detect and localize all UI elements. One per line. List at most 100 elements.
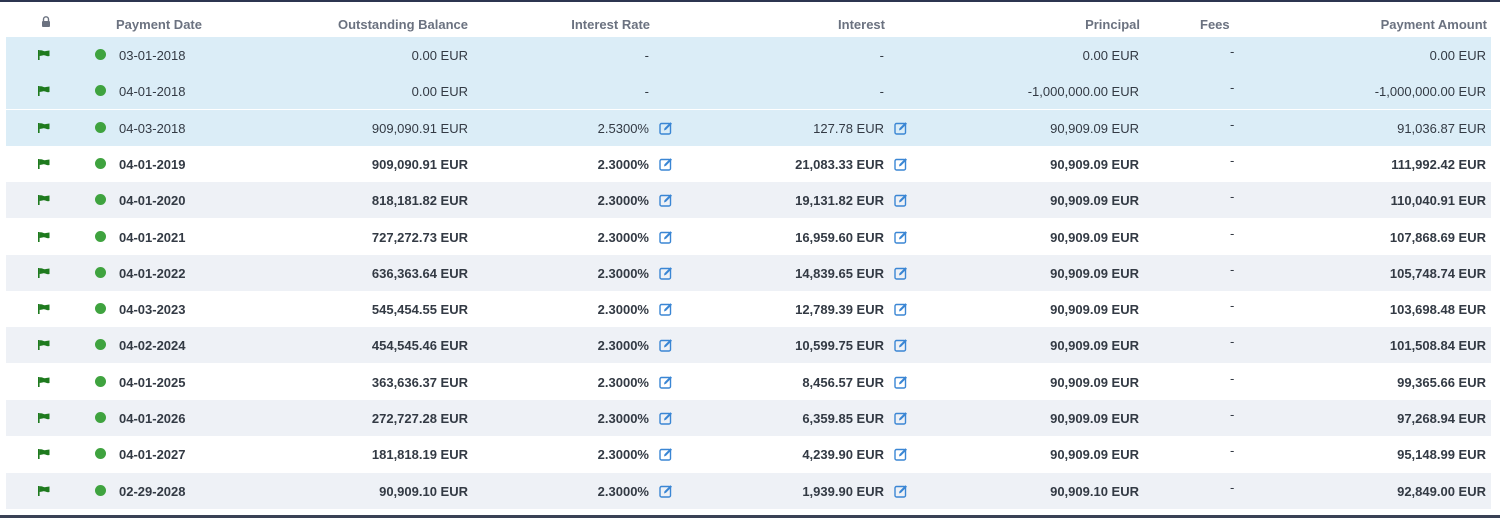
table-row[interactable]: 03-01-2018 0.00 EUR - - 0.00 EUR - 0.00 EUR	[6, 37, 1491, 73]
flag-icon[interactable]	[38, 304, 50, 315]
interest: 6,359.85 EUR	[802, 411, 884, 426]
fees: -	[1230, 334, 1235, 350]
payment-amount: 92,849.00 EUR	[1397, 483, 1486, 499]
table-row[interactable]: 04-02-2024 454,545.46 EUR 2.3000% 10,599.75…	[6, 327, 1491, 364]
status-dot	[95, 375, 106, 387]
flag-icon[interactable]	[38, 449, 50, 460]
header-payment-date[interactable]: Payment Date	[116, 17, 202, 32]
edit-icon[interactable]	[894, 193, 908, 207]
interest: -	[879, 84, 884, 100]
edit-icon[interactable]	[894, 484, 908, 498]
payment-date: 04-03-2018	[119, 120, 186, 136]
edit-icon[interactable]	[659, 375, 673, 389]
principal: 90,909.09 EUR	[1050, 302, 1139, 318]
header-fees[interactable]: Fees	[1200, 17, 1230, 32]
flag-icon[interactable]	[38, 50, 50, 60]
edit-icon[interactable]	[894, 157, 908, 171]
interest-rate: 2.5300%	[597, 120, 649, 136]
interest-rate: 2.3000%	[597, 193, 649, 209]
interest-rate: 2.3000%	[597, 447, 649, 463]
flag-icon[interactable]	[38, 376, 50, 387]
flag-icon[interactable]	[38, 122, 50, 133]
interest: 16,959.60 EUR	[795, 229, 884, 245]
flag-icon[interactable]	[38, 86, 50, 97]
edit-icon[interactable]	[659, 411, 673, 425]
header-principal[interactable]: Principal	[1085, 17, 1140, 32]
principal: 90,909.10 EUR	[1050, 483, 1139, 499]
header-interest-rate[interactable]: Interest Rate	[571, 17, 650, 32]
table-row[interactable]: 02-29-2028 90,909.10 EUR 2.3000% 1,939.90 E…	[6, 472, 1491, 509]
status-dot	[95, 157, 106, 169]
fees: -	[1230, 225, 1235, 241]
principal: 90,909.09 EUR	[1050, 156, 1139, 172]
outstanding-balance: 272,727.28 EUR	[371, 411, 468, 426]
edit-icon[interactable]	[659, 484, 673, 498]
flag-icon[interactable]	[38, 158, 50, 169]
edit-icon[interactable]	[659, 266, 673, 280]
edit-icon[interactable]	[659, 157, 673, 171]
payment-amount: 110,040.91 EUR	[1390, 193, 1486, 209]
fees: -	[1230, 80, 1235, 96]
edit-icon[interactable]	[894, 121, 908, 135]
payment-amount: 97,268.94 EUR	[1397, 411, 1486, 426]
flag-icon[interactable]	[38, 340, 50, 351]
fees: -	[1230, 370, 1235, 386]
table-row[interactable]: 04-01-2025 363,636.37 EUR 2.3000% 8,456.57 …	[6, 364, 1491, 400]
interest-rate: 2.3000%	[597, 302, 649, 318]
payment-amount: 101,508.84 EUR	[1389, 338, 1486, 354]
top-border	[0, 0, 1500, 2]
lock-icon[interactable]	[41, 16, 51, 27]
interest-rate: 2.3000%	[597, 156, 649, 172]
edit-icon[interactable]	[659, 230, 673, 244]
payment-date: 04-01-2020	[119, 193, 186, 209]
payment-amount: -1,000,000.00 EUR	[1374, 84, 1486, 100]
payment-date: 04-01-2027	[119, 447, 186, 463]
edit-icon[interactable]	[894, 447, 908, 461]
edit-icon[interactable]	[659, 338, 673, 353]
table-row[interactable]: 04-01-2027 181,818.19 EUR 2.3000% 4,239.90 …	[6, 436, 1491, 472]
table-row[interactable]: 04-01-2022 636,363.64 EUR 2.3000% 14,839.65…	[6, 254, 1491, 291]
edit-icon[interactable]	[894, 266, 908, 280]
edit-icon[interactable]	[894, 230, 908, 244]
fees: -	[1230, 152, 1235, 168]
principal: 90,909.09 EUR	[1050, 120, 1139, 136]
edit-icon[interactable]	[894, 375, 908, 389]
header-outstanding-balance[interactable]: Outstanding Balance	[337, 17, 468, 32]
flag-icon[interactable]	[38, 195, 50, 206]
table-row[interactable]: 04-01-2020 818,181.82 EUR 2.3000% 19,131.82…	[6, 182, 1491, 219]
table-row[interactable]: 04-03-2018 909,090.91 EUR 2.5300% 127.78 EU…	[6, 109, 1491, 146]
header-interest[interactable]: Interest	[838, 17, 885, 32]
interest-rate: -	[644, 84, 649, 100]
edit-icon[interactable]	[894, 411, 908, 425]
edit-icon[interactable]	[659, 121, 673, 135]
edit-icon[interactable]	[659, 193, 673, 207]
interest: 8,456.57 EUR	[802, 374, 884, 390]
principal: 90,909.09 EUR	[1050, 447, 1139, 463]
payment-amount: 105,748.74 EUR	[1389, 265, 1486, 281]
payment-date: 04-01-2026	[119, 411, 186, 426]
header-payment-amount[interactable]: Payment Amount	[1380, 17, 1487, 32]
payment-amount: 95,148.99 EUR	[1397, 447, 1486, 463]
edit-icon[interactable]	[894, 338, 908, 353]
table-row[interactable]: 04-01-2018 0.00 EUR - - -1,000,000.00 EUR - -1…	[6, 73, 1491, 110]
edit-icon[interactable]	[659, 447, 673, 461]
table-row[interactable]: 04-03-2023 545,454.55 EUR 2.3000% 12,789.39…	[6, 291, 1491, 327]
edit-icon[interactable]	[894, 302, 908, 316]
table-row[interactable]: 04-01-2026 272,727.28 EUR 2.3000% 6,359.85 …	[6, 400, 1491, 436]
flag-icon[interactable]	[38, 267, 50, 278]
status-dot	[95, 484, 106, 496]
principal: 90,909.09 EUR	[1050, 338, 1139, 354]
edit-icon[interactable]	[659, 302, 673, 316]
table-row[interactable]: 04-01-2021 727,272.73 EUR 2.3000% 16,959.60…	[6, 219, 1491, 255]
interest-rate: 2.3000%	[597, 411, 649, 426]
interest-rate: 2.3000%	[597, 374, 649, 390]
flag-icon[interactable]	[38, 413, 50, 423]
table-row[interactable]: 04-01-2019 909,090.91 EUR 2.3000% 21,083.33…	[6, 146, 1491, 182]
flag-icon[interactable]	[38, 485, 50, 496]
status-dot	[95, 194, 106, 206]
fees: -	[1230, 44, 1235, 59]
payment-date: 04-03-2023	[119, 302, 186, 318]
flag-icon[interactable]	[38, 231, 50, 242]
fees: -	[1230, 443, 1235, 459]
payment-amount: 99,365.66 EUR	[1397, 374, 1486, 390]
